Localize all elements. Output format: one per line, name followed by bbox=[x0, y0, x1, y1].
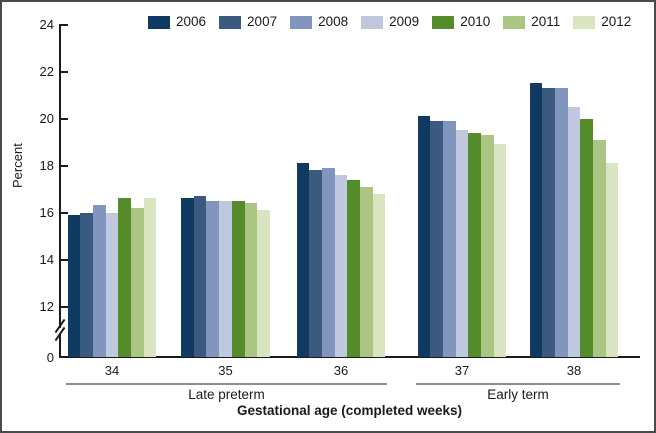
x-tick-label-week-36: 36 bbox=[333, 363, 349, 378]
x-tick-label-week-35: 35 bbox=[218, 363, 233, 378]
legend-swatch-2011 bbox=[503, 15, 526, 29]
bar-2010-week37 bbox=[468, 132, 482, 357]
y-tick-0 bbox=[61, 356, 68, 358]
bar-2006-week36 bbox=[296, 163, 310, 357]
bar-2007-week38 bbox=[542, 87, 555, 357]
legend-item-2008: 2008 bbox=[290, 15, 348, 29]
legend-swatch-2009 bbox=[361, 15, 384, 29]
y-tick-label: 18 bbox=[39, 158, 54, 173]
legend-item-2012: 2012 bbox=[573, 15, 631, 29]
bar-2011-week35 bbox=[244, 203, 258, 357]
y-axis-line bbox=[59, 24, 61, 358]
bracket-label-late-preterm: Late preterm bbox=[188, 387, 265, 402]
bar-2010-week34 bbox=[118, 198, 132, 357]
legend-label: 2006 bbox=[176, 14, 207, 29]
bar-2006-week35 bbox=[181, 198, 194, 357]
y-tick-18 bbox=[61, 164, 68, 167]
y-tick-label: 24 bbox=[39, 17, 54, 32]
legend: 2006 2007 2008 2009 2010 2011 2012 bbox=[148, 15, 644, 29]
x-axis-title: Gestational age (completed weeks) bbox=[236, 403, 463, 418]
bar-2009-week36 bbox=[334, 174, 348, 357]
y-tick-label: 20 bbox=[39, 111, 54, 126]
bar-2012-week35 bbox=[257, 210, 270, 357]
y-tick-20 bbox=[61, 117, 68, 120]
bar-2006-week34 bbox=[67, 214, 81, 357]
legend-item-2010: 2010 bbox=[432, 15, 490, 29]
x-tick-label-week-37: 37 bbox=[454, 363, 470, 378]
x-tick-label-week-38: 38 bbox=[566, 363, 582, 378]
legend-label: 2012 bbox=[601, 14, 632, 29]
bar-2011-week38 bbox=[593, 139, 606, 357]
bar-2011-week34 bbox=[131, 207, 144, 357]
y-tick-14 bbox=[61, 258, 68, 261]
legend-label: 2009 bbox=[389, 14, 420, 29]
bar-2011-week37 bbox=[481, 134, 494, 357]
bar-2006-week37 bbox=[417, 116, 431, 357]
bar-2009-week34 bbox=[105, 212, 119, 357]
legend-swatch-2010 bbox=[432, 15, 455, 29]
legend-label: 2008 bbox=[318, 14, 349, 29]
y-tick-label: 16 bbox=[39, 205, 54, 220]
bar-2008-week34 bbox=[92, 205, 106, 357]
legend-label: 2011 bbox=[531, 14, 561, 29]
bar-2010-week36 bbox=[347, 179, 361, 357]
bracket-label-early-term: Early term bbox=[487, 387, 549, 402]
legend-swatch-2012 bbox=[573, 15, 596, 29]
y-tick-label: 22 bbox=[39, 64, 54, 79]
bar-2008-week36 bbox=[321, 167, 335, 357]
x-axis-line bbox=[59, 356, 640, 358]
legend-item-2007: 2007 bbox=[219, 15, 277, 29]
y-tick-label: 14 bbox=[39, 252, 54, 267]
bracket-line-early-term bbox=[416, 383, 620, 385]
y-tick-24 bbox=[61, 23, 68, 26]
y-tick-12 bbox=[61, 305, 68, 308]
bar-2009-week37 bbox=[455, 130, 469, 357]
bar-2010-week35 bbox=[231, 200, 245, 357]
y-tick-22 bbox=[61, 70, 68, 73]
bar-2008-week38 bbox=[554, 87, 568, 357]
bar-2012-week34 bbox=[143, 198, 157, 357]
bar-2007-week35 bbox=[193, 196, 207, 357]
bar-2012-week36 bbox=[372, 193, 386, 357]
legend-item-2009: 2009 bbox=[361, 15, 419, 29]
legend-label: 2010 bbox=[460, 14, 491, 29]
bar-2008-week35 bbox=[206, 200, 220, 357]
bar-2006-week38 bbox=[529, 83, 543, 357]
y-tick-label: 0 bbox=[46, 349, 54, 365]
bar-2009-week35 bbox=[219, 200, 232, 357]
legend-item-2006: 2006 bbox=[148, 15, 206, 29]
legend-item-2011: 2011 bbox=[503, 15, 560, 29]
legend-swatch-2007 bbox=[219, 15, 242, 29]
y-tick-label: 12 bbox=[39, 299, 54, 314]
legend-label: 2007 bbox=[247, 14, 278, 29]
bar-2012-week38 bbox=[605, 163, 619, 357]
bracket-line-late-preterm bbox=[66, 383, 387, 385]
bar-2010-week38 bbox=[580, 118, 594, 357]
legend-swatch-2006 bbox=[148, 15, 170, 29]
bar-2011-week36 bbox=[360, 186, 373, 357]
legend-swatch-2008 bbox=[290, 15, 313, 29]
x-tick-label-week-34: 34 bbox=[104, 363, 120, 378]
bar-2007-week36 bbox=[309, 170, 322, 357]
bar-2007-week37 bbox=[430, 120, 443, 357]
bar-2012-week37 bbox=[493, 144, 507, 357]
y-tick-16 bbox=[61, 211, 68, 214]
bar-2009-week38 bbox=[567, 106, 581, 357]
bar-2008-week37 bbox=[442, 120, 456, 357]
bar-2007-week34 bbox=[80, 212, 93, 357]
